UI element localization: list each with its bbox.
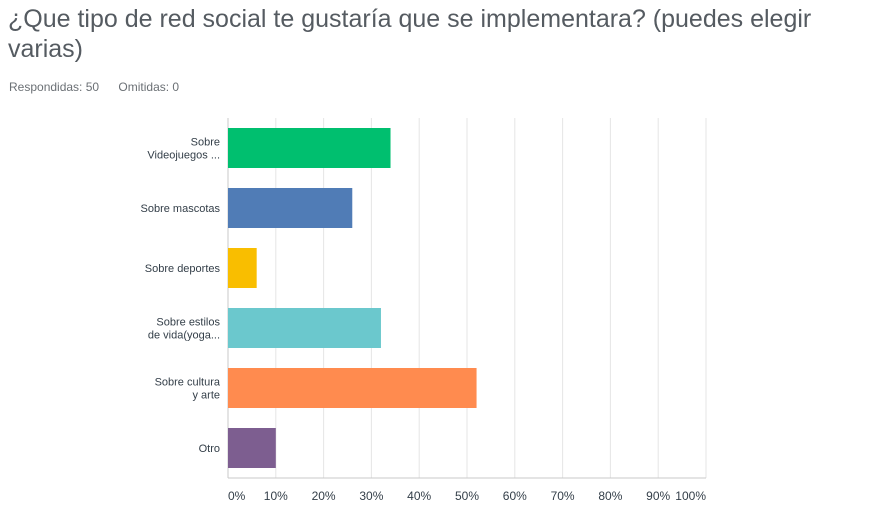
category-label: Sobre deportes: [145, 263, 221, 275]
answered-count: Respondidas: 50: [9, 80, 100, 94]
bar: [228, 368, 477, 408]
category-label: Sobre Videojuegos ...: [147, 137, 220, 162]
x-tick-label: 70%: [551, 489, 575, 503]
x-tick-label: 40%: [407, 489, 431, 503]
question-title: ¿Que tipo de red social te gustaría que …: [8, 5, 812, 63]
x-tick-label: 60%: [503, 489, 527, 503]
category-label: Otro: [199, 443, 220, 455]
bar: [228, 188, 353, 228]
x-tick-label: 0%: [228, 489, 246, 503]
x-tick-label: 20%: [312, 489, 336, 503]
x-tick-label: 100%: [675, 489, 706, 503]
x-tick-label: 50%: [455, 489, 479, 503]
x-tick-label: 30%: [359, 489, 383, 503]
category-label: Sobre cultura y arte: [155, 377, 221, 402]
response-stats: Respondidas: 50 Omitidas: 0: [9, 80, 195, 94]
x-tick-label: 90%: [646, 489, 670, 503]
bar: [228, 428, 276, 468]
skipped-count: Omitidas: 0: [118, 80, 180, 94]
bar: [228, 308, 381, 348]
x-tick-label: 10%: [264, 489, 288, 503]
bar: [228, 248, 257, 288]
bar: [228, 128, 391, 168]
x-tick-label: 80%: [598, 489, 622, 503]
category-label: Sobre mascotas: [141, 203, 221, 215]
category-label: Sobre estilos de vida(yoga...: [148, 317, 221, 342]
